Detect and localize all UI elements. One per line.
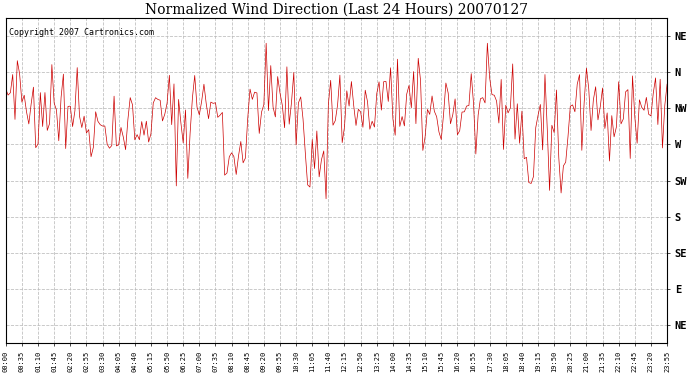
Title: Normalized Wind Direction (Last 24 Hours) 20070127: Normalized Wind Direction (Last 24 Hours… (145, 3, 528, 17)
Text: Copyright 2007 Cartronics.com: Copyright 2007 Cartronics.com (9, 28, 154, 37)
